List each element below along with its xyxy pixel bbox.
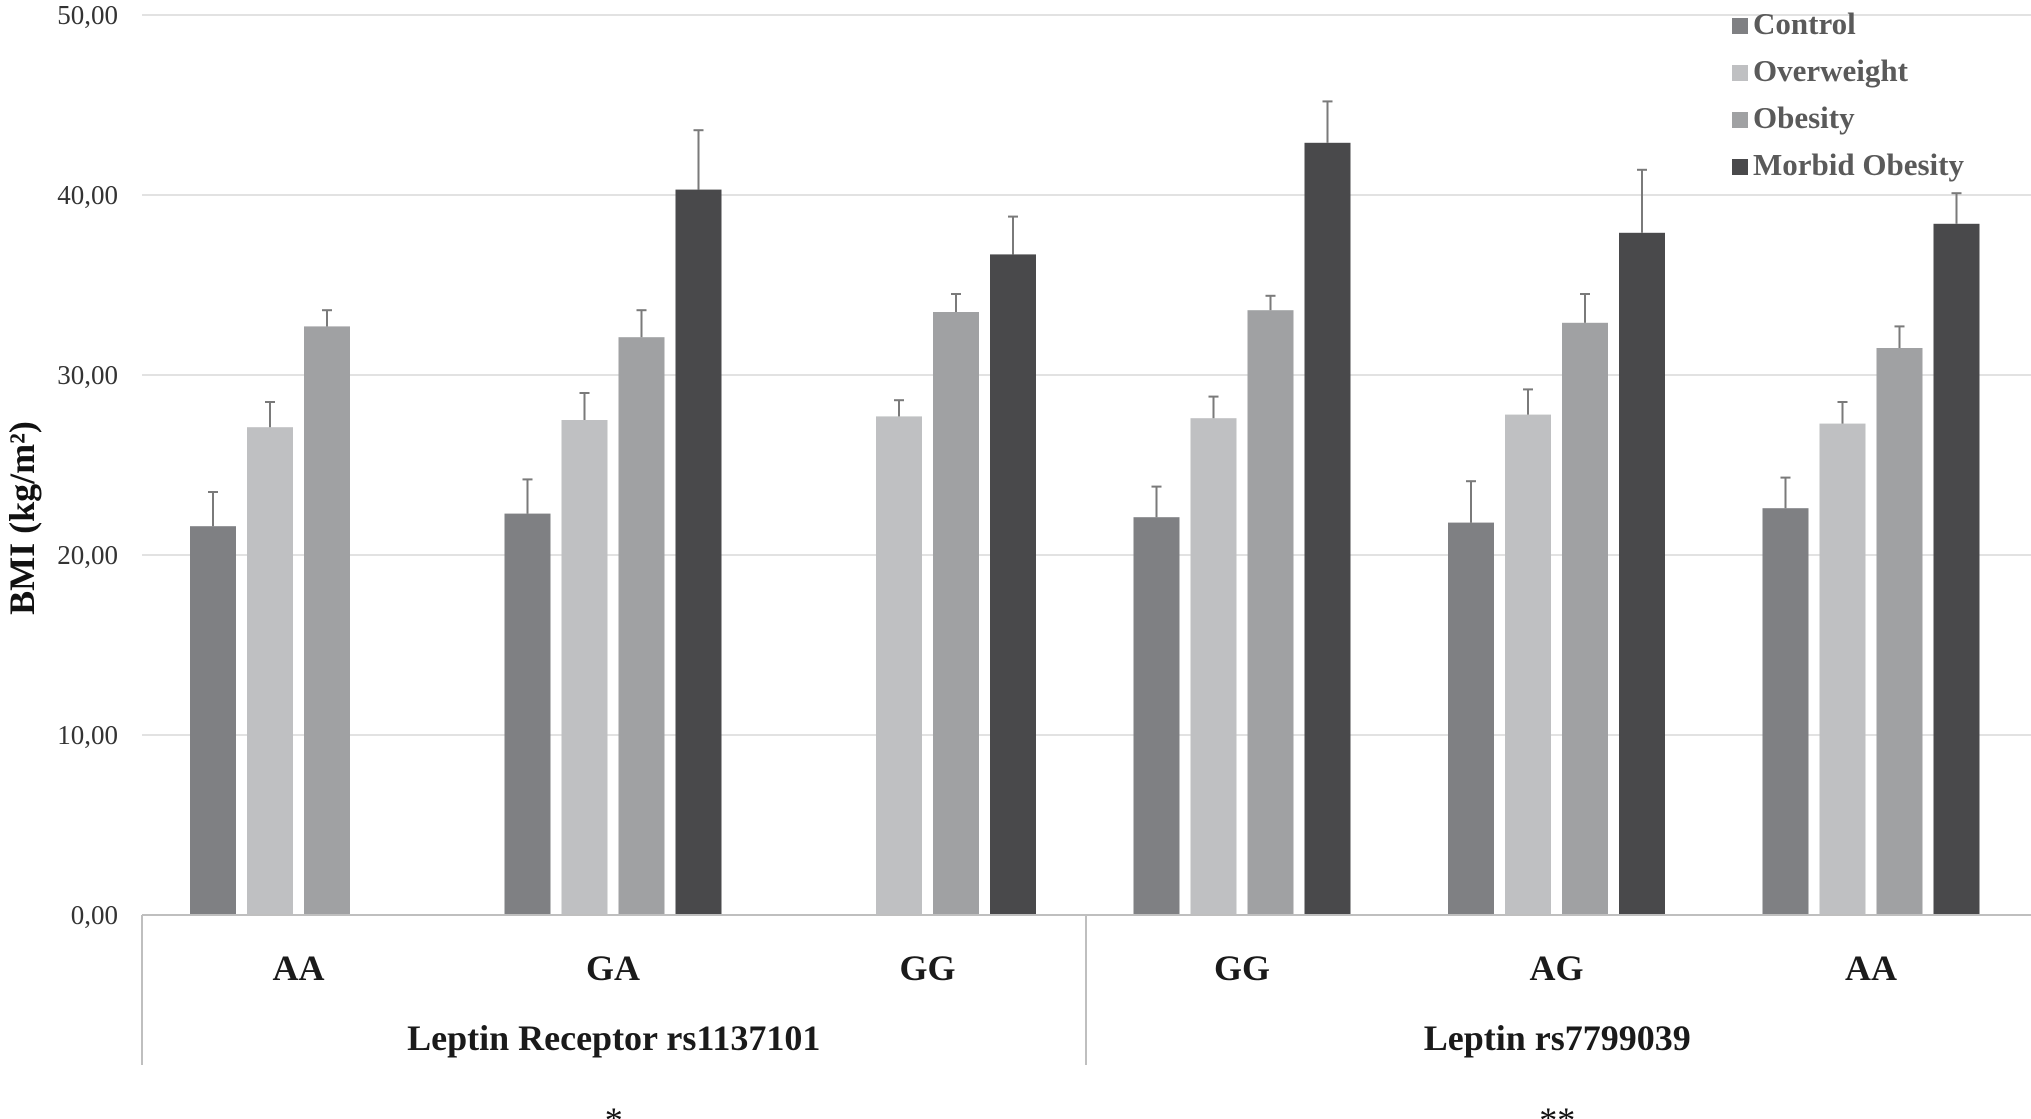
significance-annotation: *: [605, 1100, 623, 1119]
y-axis-label: BMI (kg/m²): [2, 421, 42, 615]
error-bars: [208, 100, 1962, 527]
legend-label: Control: [1753, 6, 1856, 41]
legend-swatch: [1732, 65, 1748, 81]
axes: [141, 914, 2031, 1065]
bar-obesity: [1876, 348, 1923, 915]
y-tick-label: 10,00: [57, 720, 118, 750]
bar-obesity: [618, 337, 665, 915]
bar-obesity: [933, 312, 979, 915]
legend-label: Overweight: [1753, 53, 1909, 88]
bar-morbid-obesity: [1933, 223, 1980, 916]
bar-overweight: [561, 420, 608, 915]
legend: Control Overweight Obesity Morbid Obesity: [1732, 6, 1964, 182]
bar-obesity: [1562, 322, 1608, 915]
bar-control: [1448, 522, 1494, 915]
x-tick-label: AG: [1530, 948, 1584, 988]
bar-overweight: [1190, 418, 1237, 915]
x-tick-label: AA: [1845, 948, 1897, 988]
legend-swatch: [1732, 159, 1748, 175]
y-tick-label: 20,00: [57, 540, 118, 570]
bar-morbid-obesity: [675, 189, 722, 916]
bar-control: [504, 513, 551, 915]
legend-swatch: [1732, 112, 1748, 128]
bar-control: [1762, 508, 1809, 915]
bar-overweight: [1819, 423, 1866, 915]
group-label: Leptin Receptor rs1137101: [407, 1018, 820, 1058]
group-label: Leptin rs7799039: [1424, 1018, 1691, 1058]
legend-label: Morbid Obesity: [1753, 147, 1964, 182]
y-tick-label: 40,00: [57, 180, 118, 210]
x-tick-label: GG: [899, 948, 955, 988]
y-tick-label: 30,00: [57, 360, 118, 390]
bar-morbid-obesity: [1619, 232, 1665, 916]
axis-labels: 0,00 10,00 20,00 30,00 40,00 50,00 AA GA GG GG AG A…: [57, 0, 1897, 1119]
gridlines: [142, 14, 2031, 736]
bar-overweight: [1505, 414, 1551, 915]
bars: [190, 142, 1980, 916]
x-tick-label: AA: [273, 948, 325, 988]
x-tick-label: GA: [586, 948, 640, 988]
bar-control: [190, 526, 236, 915]
x-tick-label: GG: [1214, 948, 1270, 988]
bar-morbid-obesity: [1304, 142, 1351, 916]
bar-morbid-obesity: [990, 254, 1036, 915]
y-tick-label: 50,00: [57, 0, 118, 30]
significance-annotation: **: [1539, 1100, 1575, 1119]
bar-control: [1133, 517, 1180, 915]
bar-overweight: [247, 427, 293, 915]
bar-obesity: [1247, 310, 1294, 915]
y-tick-label: 0,00: [71, 900, 118, 930]
legend-label: Obesity: [1753, 100, 1855, 135]
bar-obesity: [304, 326, 350, 915]
legend-swatch: [1732, 18, 1748, 34]
bar-overweight: [876, 416, 922, 915]
